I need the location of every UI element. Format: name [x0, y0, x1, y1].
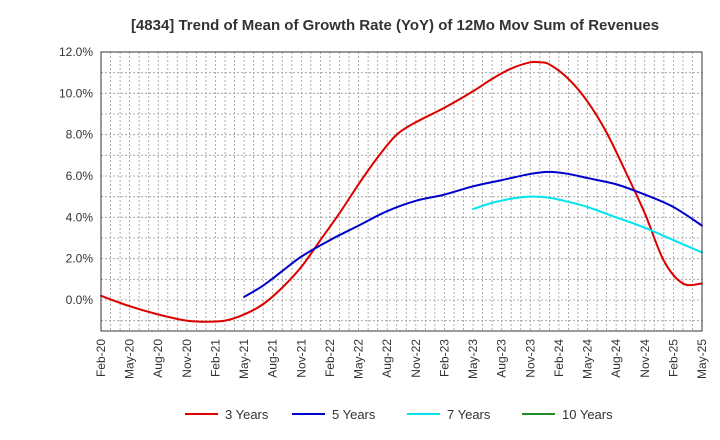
x-tick-label: Aug-21 [266, 339, 280, 378]
x-tick-label: Feb-24 [552, 339, 566, 377]
x-tick-label: Feb-22 [323, 339, 337, 377]
x-tick-label: Aug-24 [609, 339, 623, 378]
x-tick-label: May-25 [695, 339, 709, 379]
plot-frame [100, 51, 703, 332]
series-layer [100, 60, 703, 323]
legend-label-10-years: 10 Years [562, 407, 613, 422]
x-axis: Feb-20 May-20 Aug-20 Nov-20 Feb-21 May-21 Aug-… [94, 339, 709, 379]
legend-label-3-years: 3 Years [225, 407, 269, 422]
x-tick-label: May-20 [123, 339, 137, 379]
legend: 3 Years 5 Years 7 Years 10 Years [185, 407, 613, 422]
y-tick-label: 4.0% [66, 210, 94, 224]
x-tick-label: Aug-22 [380, 339, 394, 378]
series-line-3-years [100, 60, 703, 323]
legend-label-5-years: 5 Years [332, 407, 376, 422]
grid [101, 52, 702, 331]
y-tick-label: 6.0% [66, 169, 94, 183]
x-tick-label: May-23 [466, 339, 480, 379]
x-tick-label: Nov-20 [180, 339, 194, 378]
x-tick-label: Feb-25 [666, 339, 680, 377]
x-tick-label: May-21 [237, 339, 251, 379]
y-tick-label: 12.0% [59, 45, 93, 59]
x-tick-label: Aug-23 [495, 339, 509, 378]
x-tick-label: Feb-21 [208, 339, 222, 377]
x-tick-label: Nov-24 [638, 339, 652, 378]
series-line-5-years [243, 170, 703, 298]
x-tick-label: Feb-20 [94, 339, 108, 377]
x-tick-label: Nov-22 [409, 339, 423, 378]
x-tick-label: Feb-23 [437, 339, 451, 377]
series-line-7-years [472, 195, 703, 254]
y-tick-label: 10.0% [59, 86, 93, 100]
y-tick-label: 0.0% [66, 293, 94, 307]
chart-title: [4834] Trend of Mean of Growth Rate (YoY… [131, 17, 659, 34]
x-tick-label: May-22 [352, 339, 366, 379]
y-tick-label: 8.0% [66, 128, 94, 142]
plot-area [101, 52, 702, 331]
y-axis: 0.0% 2.0% 4.0% 6.0% 8.0% 10.0% 12.0% [59, 45, 93, 307]
x-tick-label: Aug-20 [151, 339, 165, 378]
x-tick-label: May-24 [581, 339, 595, 379]
legend-label-7-years: 7 Years [447, 407, 491, 422]
x-tick-label: Nov-21 [294, 339, 308, 378]
y-tick-label: 2.0% [66, 252, 94, 266]
x-tick-label: Nov-23 [523, 339, 537, 378]
